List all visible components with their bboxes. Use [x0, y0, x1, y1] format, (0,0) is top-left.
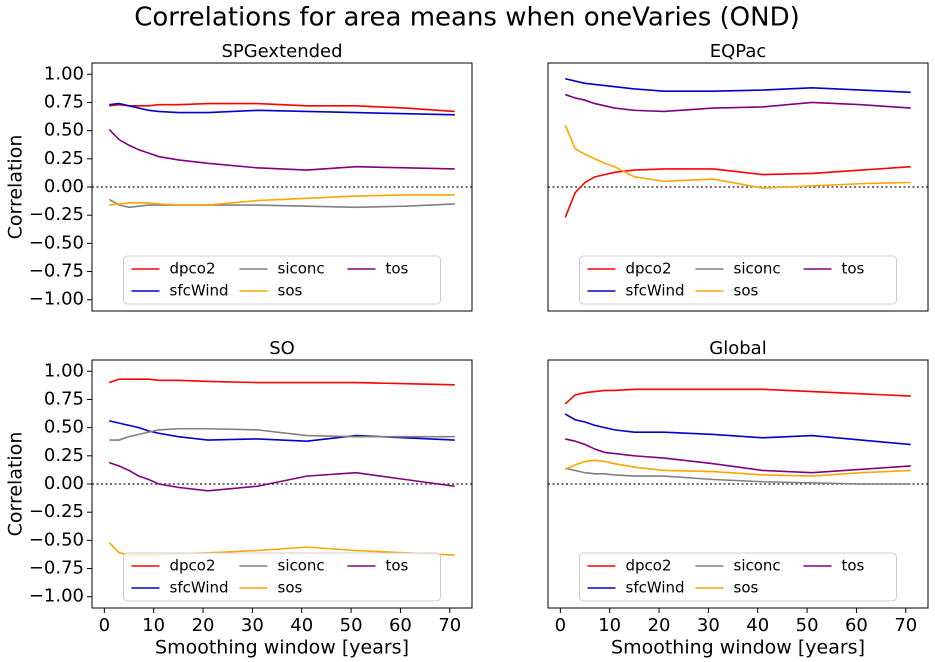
x-tick-label: 10: [142, 615, 165, 636]
y-tick-label: 0.50: [44, 120, 84, 141]
series-line: [565, 438, 911, 474]
y-tick-label: 0.75: [44, 91, 84, 112]
x-tick-label: 0: [99, 615, 110, 636]
legend-label: sfcWind: [626, 579, 685, 597]
x-tick-label: 30: [697, 615, 720, 636]
series-line: [109, 194, 455, 206]
y-tick-label: 1.00: [44, 63, 84, 84]
legend-label: tos: [386, 260, 409, 278]
legend-label: siconc: [278, 260, 325, 278]
legend-box: [579, 552, 897, 602]
series-line: [565, 78, 911, 94]
y-tick-label: −1.00: [29, 586, 84, 607]
legend-label: sos: [278, 282, 303, 300]
x-axis-label: Smoothing window [years]: [611, 637, 865, 659]
series-line: [565, 93, 911, 113]
x-tick-label: 60: [389, 615, 412, 636]
series-line: [564, 124, 911, 189]
y-axis-label: Correlation: [5, 432, 27, 537]
x-tick-label: 0: [555, 615, 566, 636]
legend-box: [123, 552, 441, 602]
series-line: [109, 461, 455, 492]
x-tick-label: 70: [438, 615, 461, 636]
y-tick-label: −0.50: [29, 529, 84, 550]
legend-label: tos: [842, 260, 865, 278]
series-line: [564, 388, 911, 405]
legend-label: tos: [386, 557, 409, 575]
legend-label: siconc: [278, 557, 325, 575]
series-line: [109, 378, 455, 386]
legend-label: dpco2: [170, 557, 216, 575]
x-axis-label: Smoothing window [years]: [155, 637, 409, 659]
y-tick-label: −0.75: [29, 261, 84, 282]
x-tick-label: 40: [290, 615, 313, 636]
series-line: [564, 165, 911, 218]
y-tick-label: −1.00: [29, 289, 84, 310]
y-tick-label: 0.75: [44, 388, 84, 409]
legend-label: sos: [734, 282, 759, 300]
series-line: [564, 413, 911, 446]
x-tick-label: 50: [340, 615, 363, 636]
legend-label: sfcWind: [170, 579, 229, 597]
subplot-title: SPGextended: [221, 41, 342, 62]
y-tick-label: 0.00: [44, 176, 84, 197]
legend-box: [123, 255, 441, 305]
y-tick-label: −0.75: [29, 558, 84, 579]
axes-frame: [547, 62, 929, 312]
series-line: [564, 459, 911, 477]
y-tick-label: 0.25: [44, 148, 84, 169]
legend-label: dpco2: [626, 557, 672, 575]
y-tick-label: 0.00: [44, 473, 84, 494]
x-tick-label: 20: [648, 615, 671, 636]
legend-box: [579, 255, 897, 305]
legend-label: sfcWind: [170, 282, 229, 300]
series-line: [565, 467, 911, 485]
legend-label: sfcWind: [626, 282, 685, 300]
x-tick-label: 60: [845, 615, 868, 636]
y-tick-label: −0.50: [29, 232, 84, 253]
y-tick-label: −0.25: [29, 501, 84, 522]
x-tick-label: 50: [796, 615, 819, 636]
x-tick-label: 70: [894, 615, 917, 636]
x-tick-label: 10: [598, 615, 621, 636]
subplot-title: Global: [709, 338, 766, 359]
series-line: [108, 128, 455, 171]
legend-label: dpco2: [170, 260, 216, 278]
x-tick-label: 30: [241, 615, 264, 636]
legend-label: sos: [734, 579, 759, 597]
legend-label: sos: [278, 579, 303, 597]
series-line: [109, 420, 455, 442]
y-axis-label: Correlation: [5, 135, 27, 240]
y-tick-label: 1.00: [44, 360, 84, 381]
axes-frame: [547, 359, 929, 609]
y-tick-label: 0.25: [44, 445, 84, 466]
series-line: [109, 427, 455, 441]
legend-label: tos: [842, 557, 865, 575]
subplot-title: SO: [269, 338, 295, 359]
subplot-title: EQPac: [710, 41, 767, 62]
legend-label: siconc: [734, 260, 781, 278]
legend-label: siconc: [734, 557, 781, 575]
series-line: [109, 102, 455, 116]
figure-title: Correlations for area means when oneVari…: [134, 3, 800, 33]
x-tick-label: 20: [192, 615, 215, 636]
y-tick-label: 0.50: [44, 417, 84, 438]
legend-label: dpco2: [626, 260, 672, 278]
x-tick-label: 40: [746, 615, 769, 636]
y-tick-label: −0.25: [29, 204, 84, 225]
